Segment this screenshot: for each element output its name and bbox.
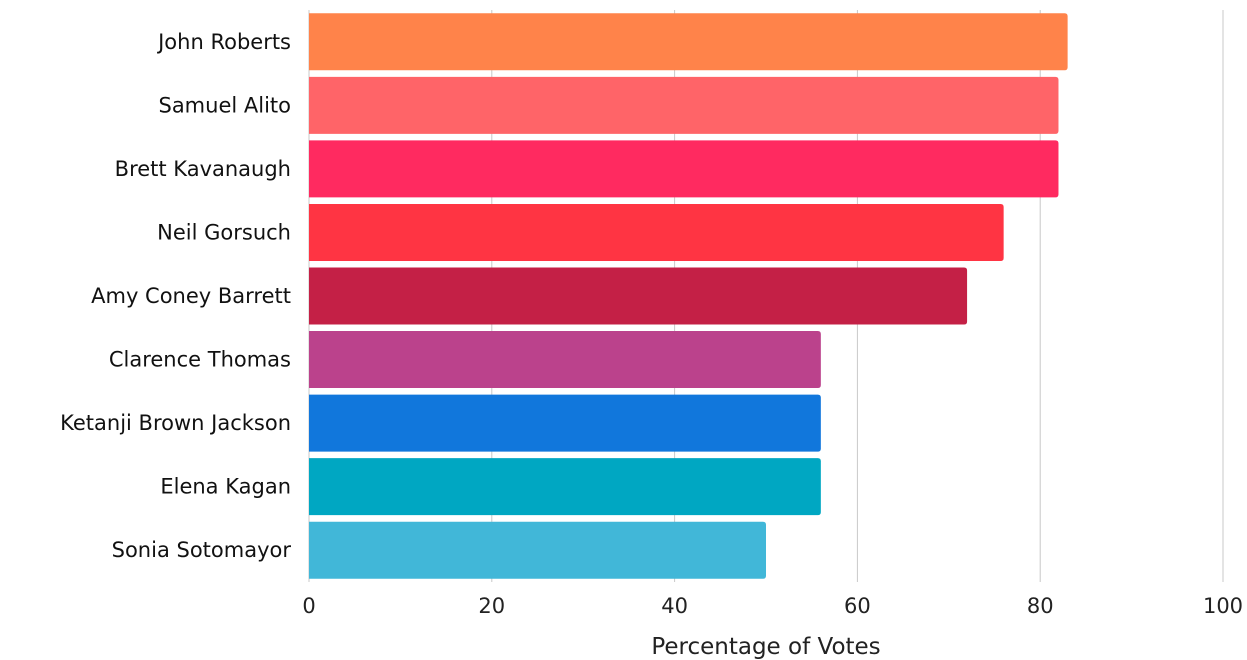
bars: [309, 13, 1068, 579]
bar: [309, 521, 766, 579]
x-tick-label: 40: [661, 594, 688, 618]
category-label: Brett Kavanaugh: [115, 157, 291, 181]
x-tick-labels: 0 20 40 60 80 100: [302, 594, 1243, 618]
bar: [309, 394, 821, 452]
x-tick-label: 100: [1203, 594, 1243, 618]
bar: [309, 203, 1004, 261]
category-label: Clarence Thomas: [109, 348, 291, 372]
bar: [309, 267, 968, 325]
x-tick-label: 20: [478, 594, 505, 618]
category-label: Samuel Alito: [158, 93, 291, 117]
x-axis-title: Percentage of Votes: [651, 634, 880, 660]
bar: [309, 458, 821, 516]
bar: [309, 140, 1059, 198]
category-label: Elena Kagan: [160, 475, 291, 499]
bar: [309, 13, 1068, 71]
category-label: Sonia Sotomayor: [112, 538, 292, 562]
bar: [309, 331, 821, 389]
x-tick-label: 80: [1027, 594, 1054, 618]
category-label: Neil Gorsuch: [157, 220, 291, 244]
bar: [309, 76, 1059, 134]
x-tick-label: 60: [844, 594, 871, 618]
category-label: Ketanji Brown Jackson: [60, 411, 291, 435]
x-tick-label: 0: [302, 594, 315, 618]
category-label: John Roberts: [156, 30, 291, 54]
category-label: Amy Coney Barrett: [91, 284, 291, 308]
category-labels: John Roberts Samuel Alito Brett Kavanaugh N…: [60, 30, 291, 562]
